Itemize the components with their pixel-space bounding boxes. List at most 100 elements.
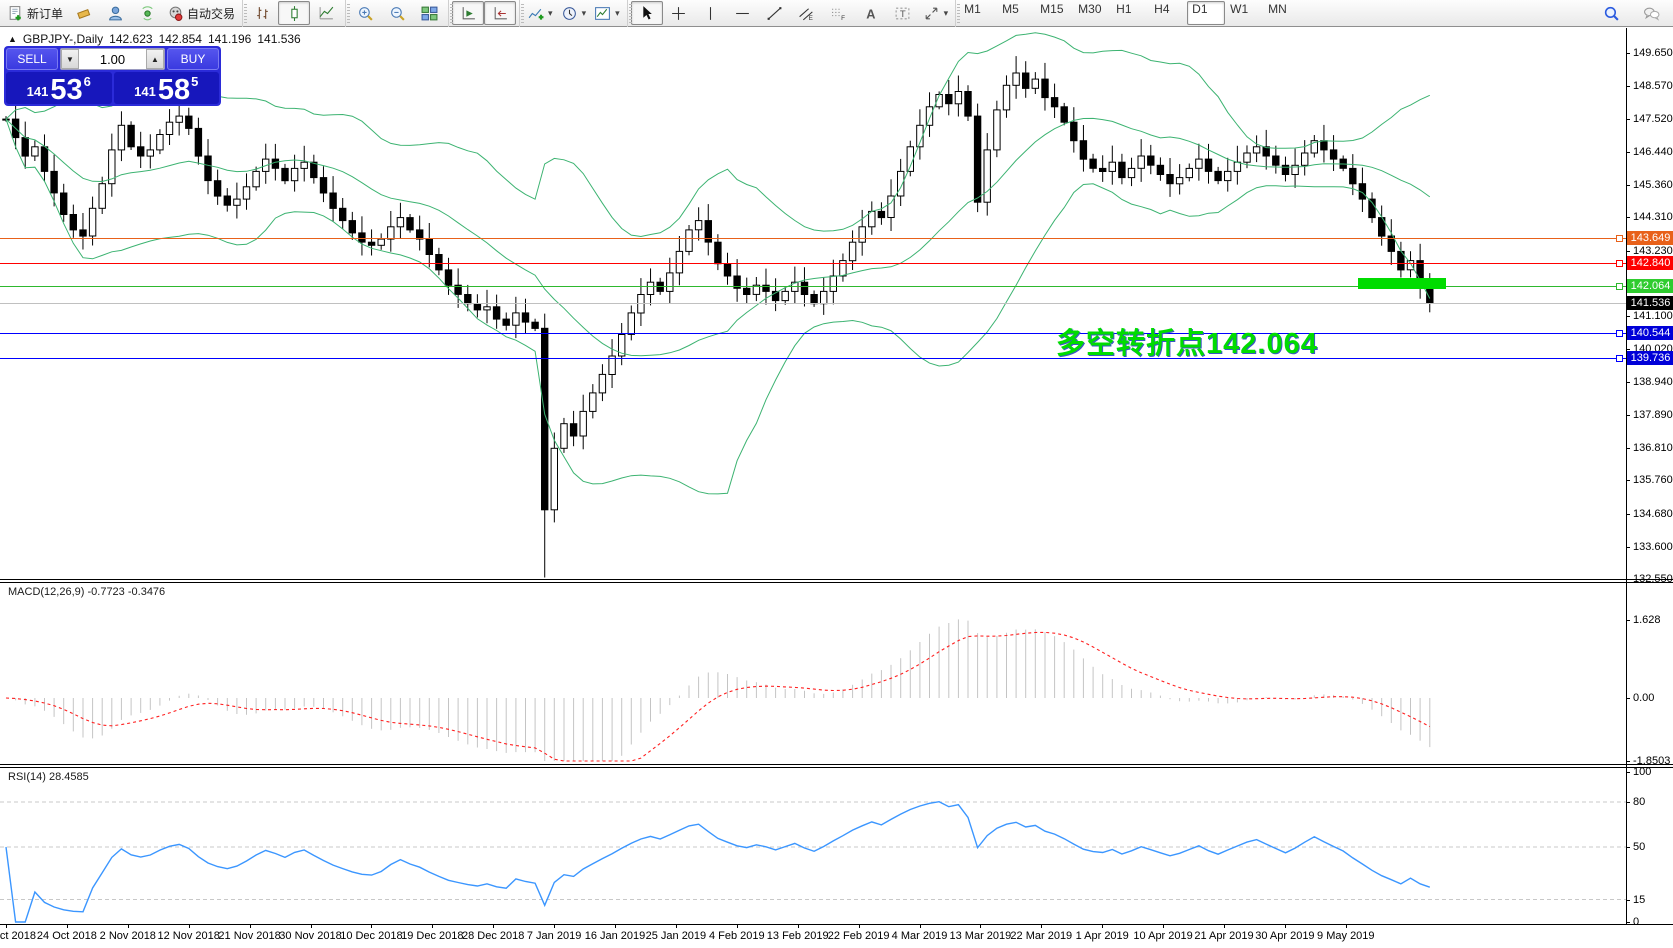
- rsi-pane[interactable]: [0, 768, 1626, 924]
- timeframe-m5[interactable]: M5: [1002, 2, 1019, 16]
- main-toolbar: 新订单 自动交易 ▾ ▾ ▾ E F A T ▾ M1 M5 M15 M30 H1 H4 D1 W1 MN: [0, 0, 1673, 27]
- autoscroll-icon: [460, 5, 477, 22]
- volume-decrease-button[interactable]: ▼: [61, 49, 79, 69]
- chevron-down-icon[interactable]: ▾: [548, 7, 553, 18]
- date-tick-mark: [1163, 925, 1165, 928]
- timeframe-m30[interactable]: M30: [1078, 2, 1102, 16]
- search-button[interactable]: [1595, 2, 1627, 26]
- date-label: 24 Oct 2018: [36, 930, 97, 942]
- timeframe-d1[interactable]: D1: [1187, 1, 1226, 25]
- rsi-label: RSI(14) 28.4585: [8, 771, 89, 783]
- macd-pane[interactable]: [0, 583, 1626, 764]
- volume-input[interactable]: 1.00: [99, 51, 126, 67]
- zoom-out-icon: [389, 5, 406, 22]
- ohlc-high: 142.854: [158, 32, 202, 46]
- signal-button[interactable]: [131, 1, 163, 25]
- horizontal-level-line-142.840[interactable]: [0, 262, 1626, 264]
- price-tick-mark: [1626, 185, 1630, 186]
- price-tick-label: 133.600: [1633, 540, 1673, 553]
- indicators-button[interactable]: ▾: [523, 1, 557, 25]
- cursor-button[interactable]: [630, 1, 663, 25]
- clock-icon: [561, 5, 578, 22]
- trendline-icon: [766, 5, 783, 22]
- vline-button[interactable]: [695, 1, 727, 25]
- timeframe-m15[interactable]: M15: [1040, 2, 1064, 16]
- price-tick-label: 148.570: [1633, 80, 1673, 93]
- autotrade-button[interactable]: 自动交易: [163, 1, 239, 25]
- crosshair-button[interactable]: [663, 1, 695, 25]
- rsi-tick-mark: [1626, 802, 1630, 803]
- horizontal-level-line-141.536[interactable]: [0, 302, 1626, 304]
- eraser-button[interactable]: [67, 1, 99, 25]
- buy-button[interactable]: BUY: [167, 48, 219, 70]
- zoom-in-button[interactable]: [349, 1, 381, 25]
- date-label: 19 Dec 2018: [401, 930, 464, 942]
- label-button[interactable]: T: [887, 1, 919, 25]
- chevron-down-icon[interactable]: ▾: [943, 7, 949, 18]
- chevron-down-icon[interactable]: ▾: [581, 7, 587, 18]
- periods-button[interactable]: ▾: [557, 1, 591, 25]
- price-tick-label: 132.550: [1633, 573, 1673, 585]
- candlestick-button[interactable]: [278, 1, 311, 25]
- price-tick-mark: [1626, 250, 1630, 252]
- zoom-out-button[interactable]: [381, 1, 413, 25]
- volume-increase-button[interactable]: ▲: [146, 49, 164, 69]
- horizontal-level-line-143.649[interactable]: [0, 237, 1626, 239]
- level-line-marker[interactable]: [1616, 259, 1623, 267]
- timeframe-w1[interactable]: W1: [1230, 2, 1249, 16]
- collapse-panel-icon[interactable]: ▲: [8, 34, 17, 44]
- level-line-marker[interactable]: [1616, 283, 1623, 291]
- bar-chart-button[interactable]: [246, 1, 278, 25]
- pane-resize-divider[interactable]: [0, 579, 1673, 583]
- timeframe-h4[interactable]: H4: [1154, 2, 1170, 16]
- sell-price[interactable]: 141 53 6: [6, 72, 112, 105]
- date-label: 4 Mar 2019: [891, 930, 948, 942]
- macd-tick-mark: [1626, 619, 1630, 621]
- price-tick-label: 134.680: [1633, 507, 1673, 520]
- templates-button[interactable]: ▾: [590, 1, 624, 25]
- date-tick-mark: [188, 925, 190, 928]
- template-icon: [594, 5, 611, 22]
- tile-windows-button[interactable]: [413, 1, 445, 25]
- line-chart-button[interactable]: [310, 1, 342, 25]
- rsi-tick-mark: [1626, 847, 1630, 848]
- hline-button[interactable]: [727, 1, 759, 25]
- horizontal-level-line-142.064[interactable]: [0, 286, 1626, 288]
- autoscroll-button[interactable]: [452, 1, 485, 25]
- chart-shift-button[interactable]: [484, 1, 517, 25]
- trendline-button[interactable]: [759, 1, 791, 25]
- highlight-rectangle[interactable]: [1358, 278, 1446, 289]
- price-tick-label: 145.360: [1633, 179, 1673, 191]
- chat-button[interactable]: [1635, 2, 1667, 26]
- timeframe-m1[interactable]: M1: [964, 2, 981, 16]
- price-tick-label: 138.940: [1633, 376, 1673, 389]
- horizontal-level-line-140.544[interactable]: [0, 333, 1626, 335]
- pane-resize-divider[interactable]: [0, 764, 1673, 768]
- channel-button[interactable]: E: [791, 1, 823, 25]
- price-badge: 140.544: [1627, 326, 1673, 341]
- profile-button[interactable]: [99, 1, 131, 25]
- date-tick-mark: [615, 925, 616, 928]
- channel-icon: E: [798, 5, 815, 22]
- buy-price[interactable]: 141 58 5: [113, 72, 219, 105]
- person-icon: [107, 5, 124, 22]
- chevron-down-icon[interactable]: ▾: [615, 7, 620, 18]
- sell-button[interactable]: SELL: [6, 48, 58, 70]
- timeframe-mn[interactable]: MN: [1268, 2, 1287, 16]
- price-tick-label: 135.760: [1633, 474, 1673, 487]
- price-tick-mark: [1626, 546, 1630, 548]
- new-order-button[interactable]: 新订单: [3, 1, 67, 25]
- date-tick-mark: [554, 925, 556, 928]
- timeframe-h1[interactable]: H1: [1116, 2, 1132, 16]
- text-button[interactable]: A: [855, 1, 887, 25]
- horizontal-level-line-139.736[interactable]: [0, 358, 1626, 359]
- fibo-button[interactable]: F: [823, 1, 855, 25]
- level-line-marker[interactable]: [1616, 330, 1623, 338]
- autotrade-button-label: 自动交易: [187, 6, 236, 21]
- arrows-button[interactable]: ▾: [919, 1, 953, 25]
- arrows-icon: [923, 5, 940, 22]
- level-line-marker[interactable]: [1616, 355, 1623, 362]
- level-line-marker[interactable]: [1616, 234, 1623, 242]
